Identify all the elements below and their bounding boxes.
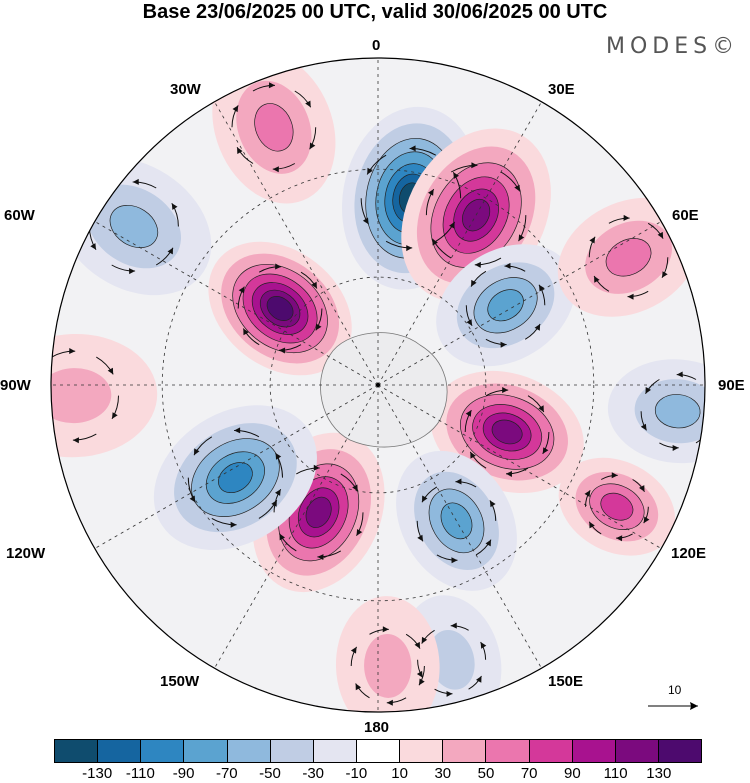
lon-label-120e: 120E: [671, 545, 707, 562]
lon-label-150e: 150E: [548, 673, 584, 690]
colorbar-segment: [312, 740, 356, 762]
anomaly-center: [335, 596, 440, 712]
lon-label-30e: 30E: [548, 81, 575, 98]
lon-label-90e: 90E: [718, 377, 745, 394]
colorbar-tick-label: 110: [603, 765, 628, 782]
colorbar-tick-label: 70: [520, 765, 538, 782]
colorbar-segment: [97, 740, 141, 762]
colorbar-tick-label: -50: [259, 765, 281, 782]
colorbar-tick-label: -30: [302, 765, 325, 782]
anomaly-field: [51, 58, 705, 712]
lon-label-60e: 60E: [672, 207, 699, 224]
anomaly-center: [51, 333, 158, 458]
anomaly-center: [430, 370, 584, 494]
colorbar-tick-label: 30: [434, 765, 452, 782]
anomaly-center: [558, 457, 676, 556]
colorbar-segment: [528, 740, 572, 762]
lon-label-90w: 90W: [0, 377, 31, 394]
anomaly-center: [436, 244, 576, 367]
colorbar-segment: [183, 740, 227, 762]
colorbar: [54, 739, 702, 763]
colorbar-tick-label: -130: [82, 765, 113, 782]
colorbar-tick-label: 10: [391, 765, 408, 782]
colorbar-segment: [140, 740, 184, 762]
lon-label-120w: 120W: [6, 545, 46, 562]
lon-label-60w: 60W: [4, 207, 35, 224]
anomaly-center: [208, 241, 352, 376]
map-border: [50, 57, 706, 713]
anomaly-center: [212, 58, 336, 204]
graticule: [51, 58, 705, 712]
colorbar-segment: [442, 740, 486, 762]
colorbar-segment: [269, 740, 313, 762]
vector-reference-label: 10: [668, 683, 682, 697]
lon-label-30w: 30W: [170, 81, 201, 98]
colorbar-segment: [399, 740, 443, 762]
anomaly-center: [607, 359, 705, 464]
lon-label-180: 180: [364, 719, 390, 736]
lon-label-0: 0: [372, 37, 381, 54]
colorbar-segment: [55, 740, 98, 762]
colorbar-segment: [355, 740, 400, 762]
anomaly-center: [557, 197, 700, 317]
modes-logo: MODES©: [606, 34, 740, 59]
colorbar-tick-label: 90: [564, 765, 581, 782]
anomaly-center: [153, 405, 317, 550]
lon-label-150w: 150W: [160, 673, 200, 690]
colorbar-segment: [571, 740, 615, 762]
colorbar-segment: [657, 740, 702, 762]
map-title: Base 23/06/2025 00 UTC, valid 30/06/2025…: [142, 1, 608, 23]
colorbar-segment: [614, 740, 658, 762]
colorbar-segment: [226, 740, 270, 762]
colorbar-tick-label: -110: [125, 765, 155, 782]
colorbar-tick-label: 50: [477, 765, 495, 782]
antarctica-coastline: [320, 332, 448, 448]
vector-reference-arrow: [648, 702, 698, 710]
colorbar-tick-label: -90: [172, 765, 195, 782]
colorbar-tick-label: 130: [646, 765, 672, 782]
colorbar-tick-label: -70: [215, 765, 238, 782]
colorbar-segment: [485, 740, 529, 762]
colorbar-tick-label: -10: [345, 765, 368, 782]
south-pole-marker: [376, 383, 380, 387]
